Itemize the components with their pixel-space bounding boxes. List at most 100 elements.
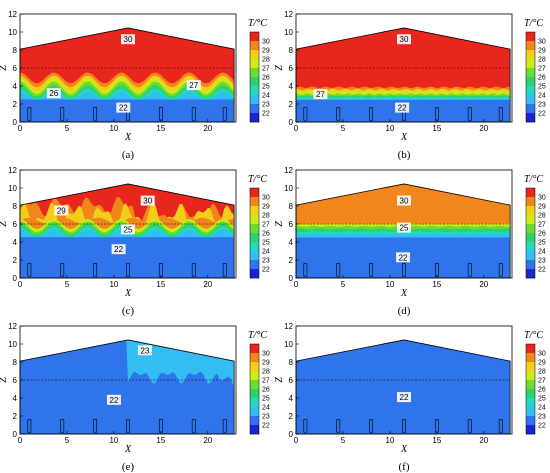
colorbar-swatch bbox=[526, 242, 535, 252]
colorbar-tick-label: 30 bbox=[262, 351, 270, 358]
contour-panel-f: 0 5 10 15 20024681012XZ22302928272625242322T… bbox=[274, 322, 546, 473]
x-tick-label: 15 bbox=[432, 436, 441, 445]
colorbar-tick-label: 28 bbox=[538, 369, 546, 376]
colorbar-tick-label: 25 bbox=[262, 396, 270, 403]
colorbar-tick-label: 25 bbox=[538, 396, 546, 403]
y-tick-label: 4 bbox=[13, 238, 18, 247]
contour-panel-a: 05101520024681012XZ302627223029282726252… bbox=[0, 10, 270, 161]
equipment-marker bbox=[369, 107, 374, 121]
y-tick-label: 4 bbox=[13, 394, 18, 403]
x-tick-label: 20 bbox=[479, 436, 488, 445]
colorbar: 30 29 28 27 26 25 24 23 22 T/°C bbox=[248, 18, 270, 123]
y-tick-label: 8 bbox=[13, 202, 18, 211]
colorbar-tick-label: 27 bbox=[262, 222, 270, 229]
colorbar-tick-label: 26 bbox=[538, 387, 546, 394]
colorbar-swatch bbox=[250, 32, 259, 42]
colorbar-tick-label: 30 bbox=[538, 195, 546, 202]
colorbar-tick-label: 25 bbox=[538, 84, 546, 91]
colorbar-tick-label: 24 bbox=[262, 93, 270, 100]
colorbar-tick-label: 30 bbox=[262, 39, 270, 46]
colorbar-swatch bbox=[250, 242, 259, 252]
y-tick-label: 0 bbox=[289, 118, 294, 127]
equipment-marker bbox=[191, 263, 196, 277]
colorbar-swatch bbox=[250, 86, 259, 96]
isotherm-label: 25 bbox=[124, 225, 133, 234]
colorbar-swatch bbox=[250, 251, 259, 261]
equipment-marker bbox=[126, 263, 130, 277]
x-tick-label: 5 bbox=[65, 280, 70, 289]
isotherm-label: 22 bbox=[400, 393, 409, 402]
colorbar-swatch bbox=[250, 113, 259, 123]
y-tick-label: 10 bbox=[284, 340, 293, 349]
band-22 bbox=[20, 237, 235, 278]
colorbar-swatch bbox=[526, 260, 535, 270]
equipment-marker bbox=[303, 419, 308, 433]
y-tick-label: 12 bbox=[284, 166, 293, 175]
x-tick-label: 20 bbox=[203, 124, 212, 133]
colorbar-tick-label: 29 bbox=[538, 48, 546, 55]
equipment-marker bbox=[27, 107, 32, 121]
isotherm-label: 30 bbox=[143, 197, 152, 206]
y-tick-label: 8 bbox=[13, 358, 18, 367]
colorbar-swatch bbox=[250, 224, 259, 234]
x-tick-label: 15 bbox=[156, 436, 165, 445]
temperature-field bbox=[20, 339, 235, 434]
isotherm-label: 27 bbox=[316, 90, 325, 99]
temperature-field bbox=[20, 183, 235, 278]
colorbar-title: T/°C bbox=[248, 330, 267, 341]
colorbar-title: T/°C bbox=[524, 330, 543, 341]
isotherm-label-bg bbox=[397, 34, 411, 45]
colorbar-swatch bbox=[250, 104, 259, 114]
isotherm-label: 22 bbox=[119, 104, 128, 113]
y-axis-label: Z bbox=[0, 221, 9, 227]
colorbar-swatch bbox=[250, 68, 259, 78]
x-tick-label: 20 bbox=[203, 280, 212, 289]
isotherm-label: 30 bbox=[124, 35, 133, 44]
colorbar-swatch bbox=[250, 197, 259, 207]
isotherm-label-bg bbox=[54, 205, 69, 216]
x-tick-label: 10 bbox=[385, 280, 394, 289]
colorbar-swatch bbox=[526, 188, 535, 198]
panel-caption: (d) bbox=[398, 305, 411, 317]
colorbar-tick-label: 25 bbox=[262, 84, 270, 91]
colorbar-swatch bbox=[250, 362, 259, 372]
colorbar-tick-label: 26 bbox=[538, 231, 546, 238]
colorbar-swatch bbox=[250, 206, 259, 216]
equipment-marker bbox=[336, 263, 341, 277]
y-tick-label: 0 bbox=[289, 430, 294, 439]
colorbar-tick-label: 22 bbox=[538, 423, 546, 430]
colorbar-swatch bbox=[250, 371, 259, 381]
y-tick-label: 10 bbox=[8, 28, 17, 37]
isotherm-label: 22 bbox=[398, 104, 407, 113]
equipment-marker bbox=[467, 107, 472, 121]
y-tick-label: 6 bbox=[289, 376, 294, 385]
colorbar-title: T/°C bbox=[524, 18, 543, 29]
colorbar-tick-label: 29 bbox=[262, 360, 270, 367]
x-tick-label: 10 bbox=[109, 436, 118, 445]
equipment-marker bbox=[27, 263, 32, 277]
colorbar: 30 29 28 27 26 25 24 23 22 T/°C bbox=[524, 330, 546, 435]
colorbar-swatch bbox=[526, 104, 535, 114]
colorbar-swatch bbox=[250, 188, 259, 198]
x-tick-label: 10 bbox=[385, 436, 394, 445]
y-tick-label: 4 bbox=[289, 394, 294, 403]
colorbar-tick-label: 22 bbox=[262, 111, 270, 118]
colorbar-tick-label: 30 bbox=[538, 39, 546, 46]
colorbar-tick-label: 26 bbox=[262, 75, 270, 82]
equipment-marker bbox=[93, 107, 98, 121]
temperature-field bbox=[296, 339, 511, 434]
colorbar-tick-label: 24 bbox=[538, 405, 546, 412]
equipment-marker bbox=[336, 419, 341, 433]
contour-panel-e: 05101520024681012XZ232230292827262524232… bbox=[0, 322, 270, 473]
panel-caption: (b) bbox=[398, 149, 411, 161]
colorbar-swatch bbox=[526, 389, 535, 399]
colorbar-swatch bbox=[526, 380, 535, 390]
isotherm-label-bg bbox=[397, 195, 411, 206]
y-tick-label: 8 bbox=[289, 358, 294, 367]
colorbar-tick-label: 28 bbox=[538, 213, 546, 220]
isotherm-label-bg bbox=[121, 224, 135, 235]
equipment-marker bbox=[93, 419, 98, 433]
colorbar-tick-label: 29 bbox=[262, 48, 270, 55]
y-tick-label: 10 bbox=[8, 184, 17, 193]
